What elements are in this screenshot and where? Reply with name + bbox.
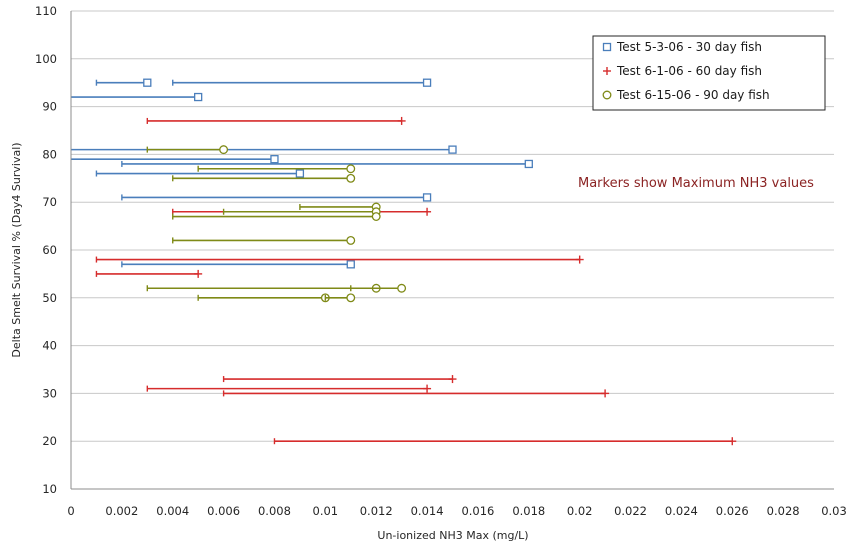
range-bar (273, 437, 737, 446)
x-tick-label: 0.022 (614, 504, 647, 518)
max-marker-plus (575, 255, 584, 264)
y-tick-label: 100 (35, 52, 57, 66)
max-marker-square (270, 155, 279, 164)
max-marker-square (295, 169, 305, 178)
max-marker-circle (346, 235, 356, 245)
legend-entry: Test 6-15-06 - 90 day fish (602, 88, 770, 102)
max-marker-square (143, 78, 152, 87)
range-bar (222, 375, 457, 384)
max-marker-square (346, 260, 355, 269)
legend-entry: Test 6-1-06 - 60 day fish (603, 64, 762, 78)
x-tick-label: 0.01 (313, 504, 339, 518)
x-tick-label: 0.026 (716, 504, 749, 518)
range-bar (299, 202, 381, 212)
range-bar (121, 193, 432, 202)
y-tick-label: 50 (42, 291, 57, 305)
x-tick-label: 0.03 (821, 504, 847, 518)
y-axis-title: Delta Smelt Survival % (Day4 Survival) (10, 142, 23, 357)
legend-label: Test 6-15-06 - 90 day fish (616, 88, 770, 102)
max-marker-circle (219, 145, 229, 155)
y-tick-label: 90 (42, 100, 57, 114)
range-bar (222, 207, 381, 217)
range-bar (95, 78, 152, 87)
max-marker-plus (603, 67, 611, 75)
max-marker-circle (397, 283, 407, 293)
range-bar (197, 164, 356, 174)
legend-label: Test 5-3-06 - 30 day fish (616, 40, 762, 54)
legend-box (592, 35, 826, 111)
max-marker-plus (728, 437, 737, 446)
x-tick-label: 0.018 (512, 504, 545, 518)
legend-label: Test 6-1-06 - 60 day fish (616, 64, 762, 78)
range-bar (146, 145, 229, 155)
max-marker-plus (448, 375, 457, 384)
x-tick-label: 0.028 (767, 504, 800, 518)
max-marker-square (524, 159, 533, 169)
max-marker-circle (346, 293, 356, 303)
range-bar (146, 283, 381, 293)
range-bar (172, 173, 356, 183)
axes (70, 11, 834, 490)
max-marker-square (602, 42, 612, 52)
legend: Test 5-3-06 - 30 day fish Test 6-1-06 - 6… (592, 35, 826, 111)
x-tick-label: 0.004 (156, 504, 189, 518)
max-marker-square (422, 193, 432, 202)
max-marker-plus (423, 384, 432, 393)
range-bars (71, 78, 737, 446)
x-tick-label: 0.008 (258, 504, 291, 518)
x-tick-label: 0.002 (105, 504, 138, 518)
x-tick-label: 0.02 (567, 504, 593, 518)
range-bar (95, 269, 203, 278)
legend-entry: Test 5-3-06 - 30 day fish (602, 40, 762, 54)
max-marker-circle (371, 212, 381, 221)
range-bar (95, 255, 584, 264)
y-tick-label: 110 (35, 4, 57, 18)
x-tick-label: 0 (67, 504, 74, 518)
range-bar (350, 283, 407, 293)
tick-labels: 10 20 30 40 50 60 70 80 90 100 110 0 0.002 0.004 0.006… (35, 4, 847, 518)
x-tick-label: 0.014 (411, 504, 444, 518)
range-bar (121, 159, 533, 169)
max-marker-plus (194, 269, 203, 278)
range-bar (172, 235, 356, 245)
range-bar (197, 293, 330, 303)
range-bar (95, 169, 305, 178)
y-tick-label: 70 (42, 195, 57, 209)
x-tick-label: 0.012 (360, 504, 393, 518)
x-tick-label: 0.016 (461, 504, 494, 518)
max-marker-plus (397, 116, 406, 125)
max-marker-square (422, 78, 432, 87)
y-tick-label: 20 (42, 434, 57, 448)
x-tick-label: 0.024 (665, 504, 698, 518)
range-bar (71, 92, 203, 102)
range-bar (172, 78, 432, 87)
max-marker-plus (601, 389, 610, 398)
range-bar (172, 212, 381, 221)
x-tick-label: 0.006 (207, 504, 240, 518)
range-bar (146, 116, 406, 125)
max-marker-circle (346, 164, 356, 174)
y-tick-label: 80 (42, 147, 57, 161)
range-bar (121, 260, 355, 269)
y-tick-label: 60 (42, 243, 57, 257)
range-bar (146, 384, 432, 393)
y-tick-label: 10 (42, 482, 57, 496)
y-tick-label: 30 (42, 386, 57, 400)
max-marker-square (194, 92, 203, 102)
max-marker-circle (346, 173, 356, 183)
max-marker-plus (423, 207, 432, 216)
max-marker-circle (602, 90, 612, 100)
range-bar (71, 145, 457, 154)
x-axis-title: Un-ionized NH3 Max (mg/L) (377, 529, 528, 542)
range-bar (222, 389, 610, 398)
y-tick-label: 40 (42, 339, 57, 353)
chart-annotation: Markers show Maximum NH3 values (578, 176, 814, 191)
max-marker-square (448, 145, 457, 154)
range-bar (71, 155, 279, 164)
range-bar (324, 293, 356, 303)
